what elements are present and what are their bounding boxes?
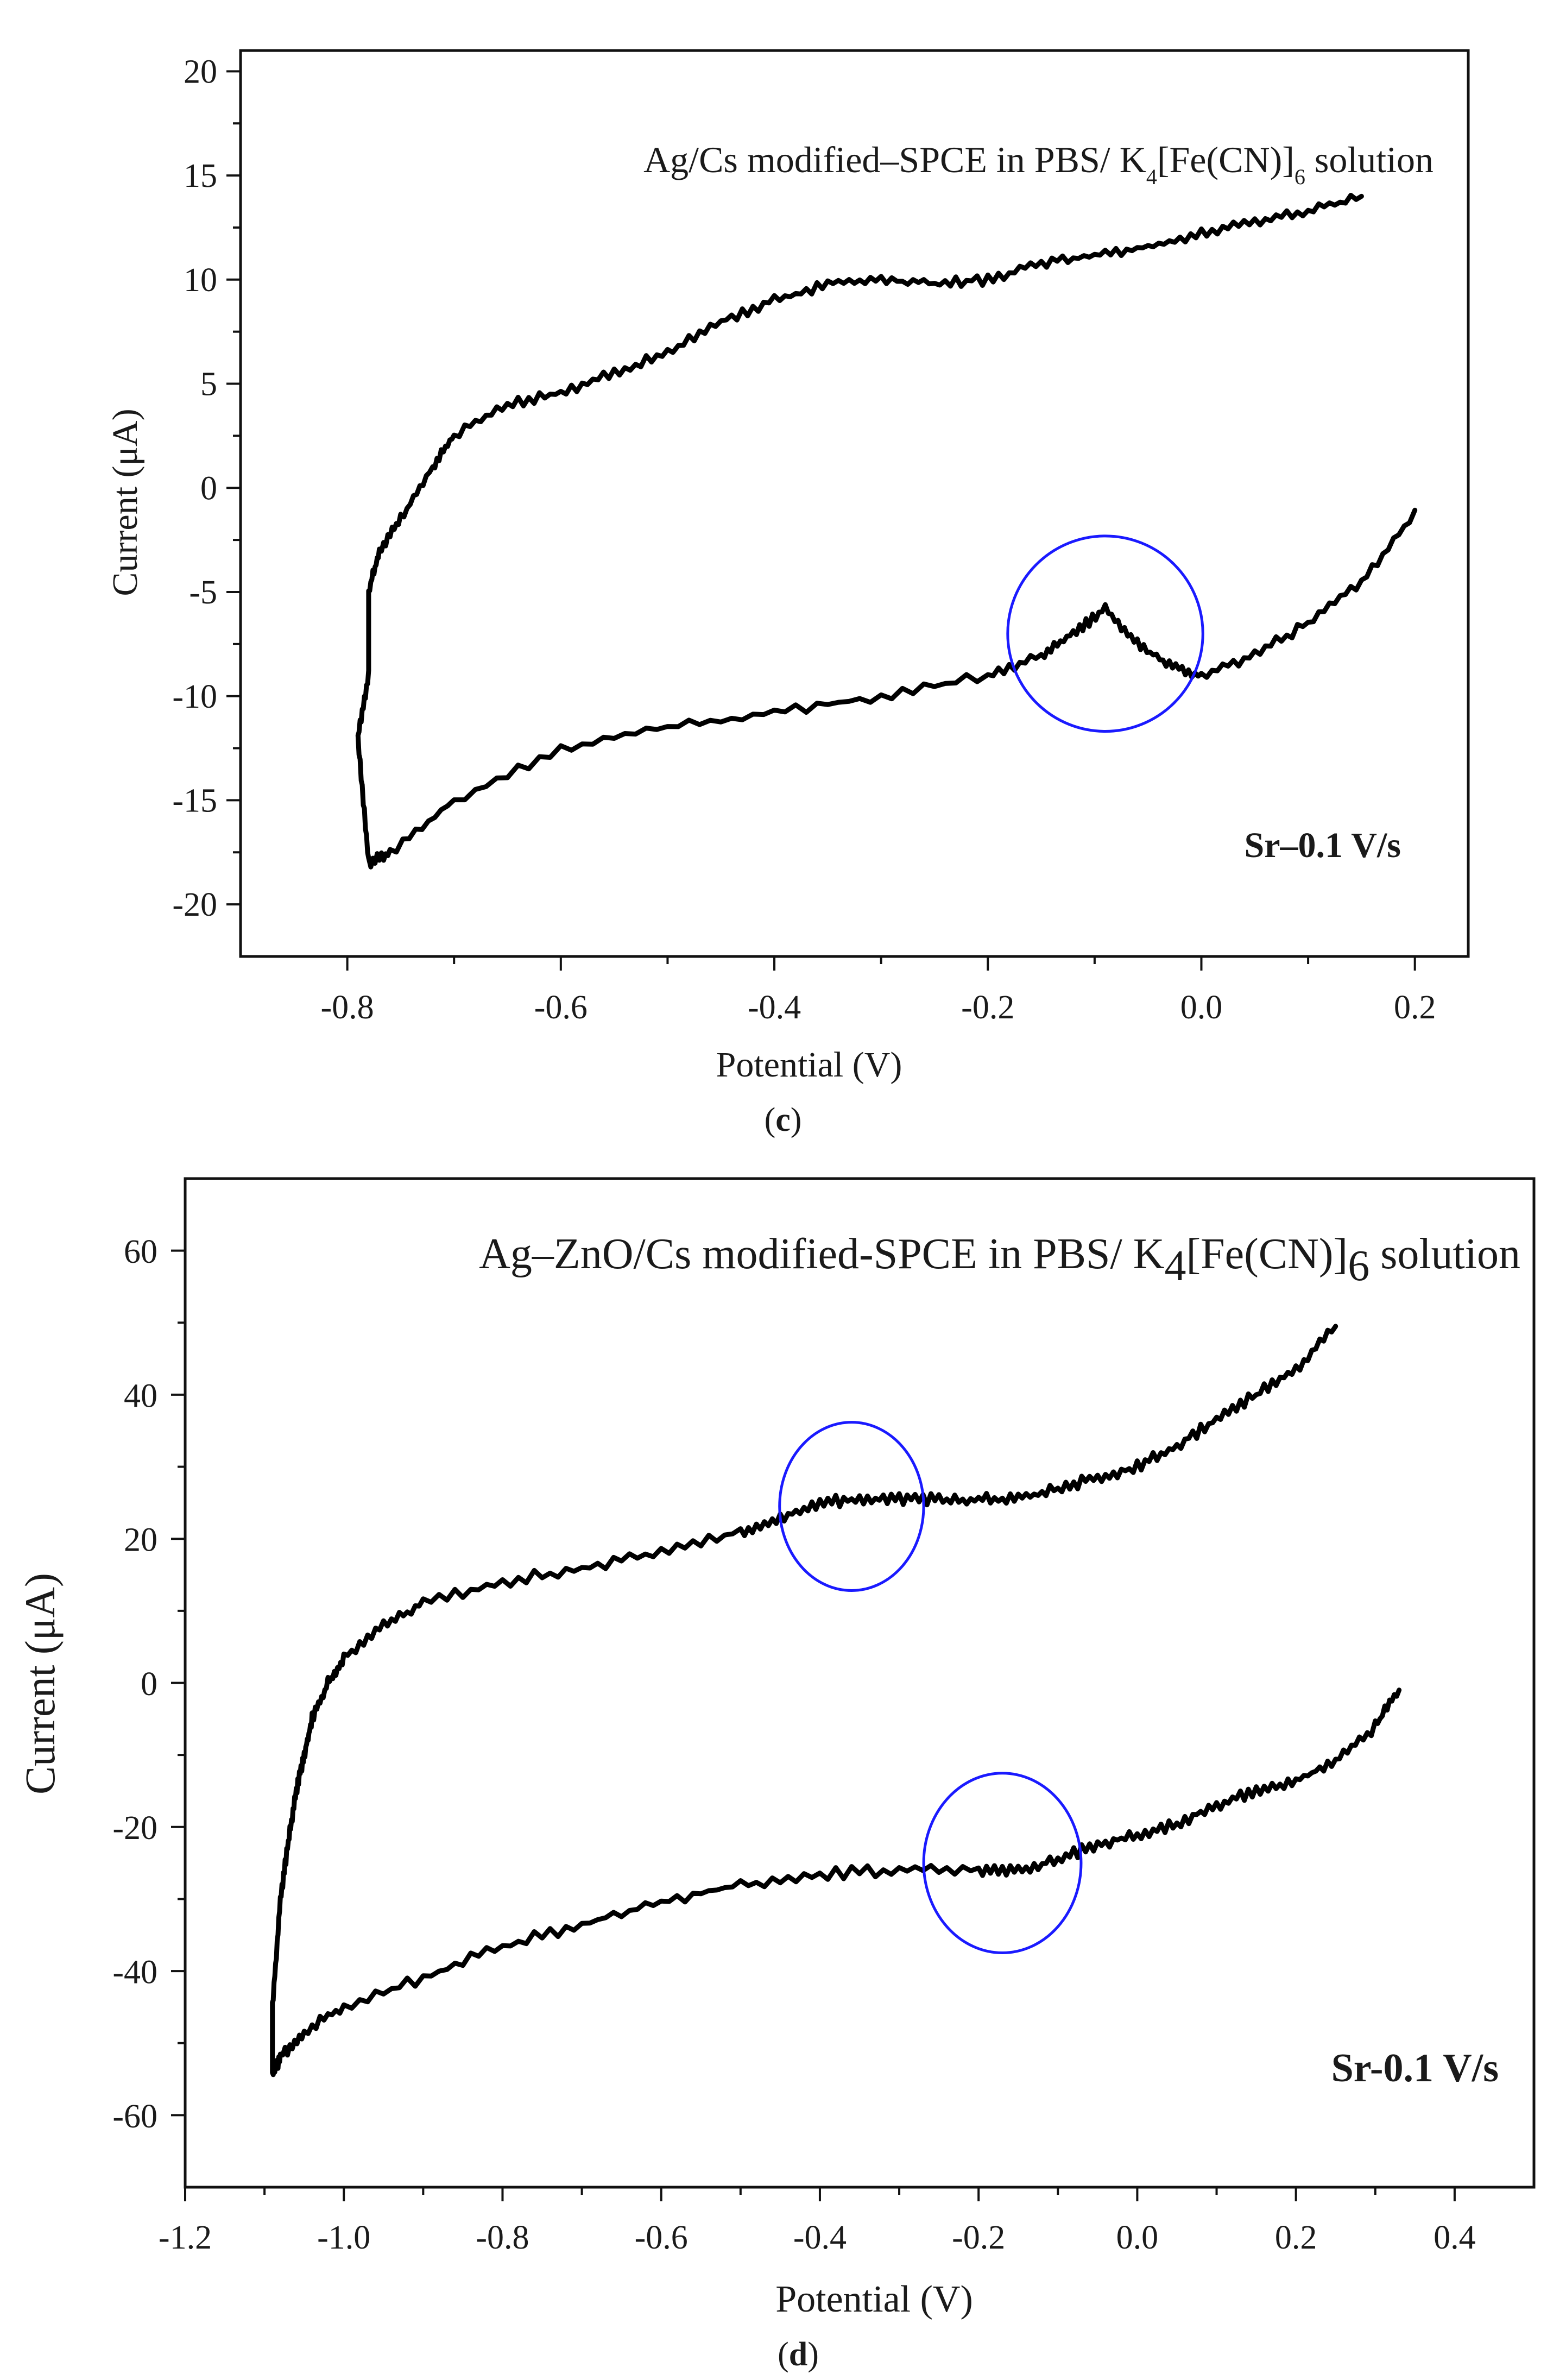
- plot-frame-c: [239, 49, 1470, 958]
- y-tick-label-d: 60: [124, 1233, 157, 1270]
- chart-title-c-sub2: 6: [1295, 165, 1305, 189]
- scan-rate-annotation-d: Sr-0.1 V/s: [1331, 2046, 1499, 2091]
- x-tick-label-d: -0.6: [635, 2219, 688, 2256]
- x-tick-label-d: 0.4: [1434, 2219, 1476, 2256]
- x-tick-label-c: -0.6: [534, 989, 588, 1026]
- panel-d: -1.2 -1.0 -0.8 -0.6 -0.4 -0.2 0.0 0.2 0.4 -60 -40…: [16, 1177, 1536, 2373]
- x-tick-label-d: 0.0: [1116, 2219, 1159, 2256]
- scan-rate-annotation-c: Sr–0.1 V/s: [1245, 826, 1401, 865]
- x-tick-label-d: -0.4: [793, 2219, 847, 2256]
- chart-title-d-sub1: 4: [1164, 1242, 1186, 1290]
- x-tick-label-d: -1.2: [159, 2219, 212, 2256]
- chart-title-d-mid: [Fe(CN)]: [1186, 1230, 1348, 1278]
- caption-c: (c): [765, 1101, 802, 1138]
- y-tick-label-c: -5: [189, 574, 217, 611]
- y-ticks-c: [226, 70, 241, 906]
- chart-title-c-mid: [Fe(CN)]: [1157, 139, 1295, 180]
- x-tick-label-d: -0.2: [952, 2219, 1005, 2256]
- x-tick-label-c: -0.4: [748, 989, 801, 1026]
- y-tick-label-c: -20: [172, 886, 217, 923]
- peak-markers-c: [1006, 534, 1204, 733]
- y-ticks-d: [171, 1249, 185, 2117]
- x-tick-labels-d: -1.2 -1.0 -0.8 -0.6 -0.4 -0.2 0.0 0.2 0.4: [159, 2219, 1476, 2256]
- x-tick-label-c: 0.2: [1394, 989, 1436, 1026]
- y-tick-label-c: -15: [172, 782, 217, 819]
- x-ticks-c: [346, 956, 1416, 971]
- cv-curve-c: [355, 193, 1418, 870]
- chart-title-c-main: Ag/Cs modified–SPCE in PBS/ K: [643, 139, 1146, 180]
- x-axis-title-c: Potential (V): [716, 1045, 902, 1085]
- peak-marker-d: [778, 1421, 925, 1592]
- x-tick-label-d: -1.0: [317, 2219, 370, 2256]
- y-tick-label-c: 0: [200, 470, 217, 507]
- y-axis-title-d: Current (μA): [16, 1573, 64, 1795]
- x-tick-label-c: -0.8: [321, 989, 374, 1026]
- x-ticks-d: [184, 2187, 1456, 2201]
- y-tick-label-c: 10: [184, 262, 217, 299]
- y-tick-labels-c: -20 -15 -10 -5 0 5 10 15 20: [172, 53, 217, 923]
- x-tick-label-c: -0.2: [961, 989, 1014, 1026]
- y-tick-label-d: 0: [141, 1666, 157, 1703]
- y-tick-label-d: 40: [124, 1377, 157, 1414]
- chart-title-d-sub2: 6: [1348, 1242, 1369, 1290]
- y-tick-label-c: 5: [200, 366, 217, 403]
- y-tick-label-c: 15: [184, 158, 217, 194]
- x-tick-labels-c: -0.8 -0.6 -0.4 -0.2 0.0 0.2: [321, 989, 1436, 1026]
- y-tick-label-d: -20: [112, 1810, 157, 1847]
- chart-title-d-main: Ag–ZnO/Cs modified-SPCE in PBS/ K: [479, 1230, 1164, 1278]
- chart-title-d-end: solution: [1369, 1230, 1520, 1278]
- y-tick-label-c: -10: [172, 678, 217, 715]
- chart-title-c: Ag/Cs modified–SPCE in PBS/ K4[Fe(CN)]6 …: [643, 139, 1434, 189]
- chart-title-c-end: solution: [1305, 139, 1434, 180]
- caption-d-letter: d: [789, 2336, 807, 2373]
- chart-title-d: Ag–ZnO/Cs modified-SPCE in PBS/ K4[Fe(CN…: [479, 1230, 1520, 1290]
- y-tick-label-d: 20: [124, 1522, 157, 1559]
- y-tick-label-c: 20: [184, 53, 217, 90]
- x-tick-label-c: 0.0: [1180, 989, 1223, 1026]
- chart-title-c-sub1: 4: [1146, 165, 1157, 189]
- y-tick-label-d: -40: [112, 1954, 157, 1991]
- y-tick-label-d: -60: [112, 2098, 157, 2135]
- x-axis-title-d: Potential (V): [775, 2278, 973, 2320]
- cv-curve-d: [270, 1324, 1402, 2077]
- y-tick-labels-d: -60 -40 -20 0 20 40 60: [112, 1233, 157, 2135]
- peak-marker-d: [922, 1772, 1083, 1955]
- x-tick-label-d: 0.2: [1275, 2219, 1317, 2256]
- x-tick-label-d: -0.8: [476, 2219, 529, 2256]
- y-axis-title-c: Current (μA): [105, 408, 145, 596]
- caption-d: (d): [778, 2336, 819, 2373]
- peak-marker-c: [1006, 534, 1204, 733]
- peak-markers-d: [778, 1421, 1083, 1955]
- panel-c: -0.8 -0.6 -0.4 -0.2 0.0 0.2 -20 -15 -10 -5 0 5 10 15…: [105, 49, 1470, 1138]
- caption-c-letter: c: [775, 1101, 791, 1138]
